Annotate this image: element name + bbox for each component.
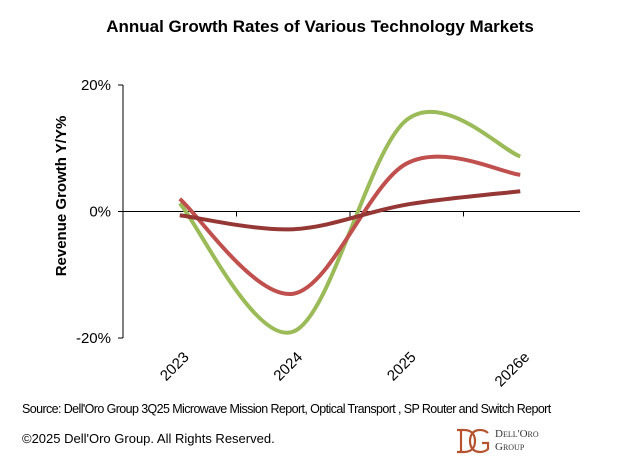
dell-oro-logo: Dell'Oro Group bbox=[455, 427, 565, 457]
y-tick-label: 20% bbox=[81, 77, 111, 94]
logo-monogram-icon bbox=[457, 428, 490, 454]
source-note: Source: Dell'Oro Group 3Q25 Microwave Mi… bbox=[22, 402, 551, 416]
x-tick-label: 2026e bbox=[492, 349, 534, 391]
y-axis-label: Revenue Growth Y/Y% bbox=[53, 116, 70, 277]
x-tick-label: 2023 bbox=[157, 349, 193, 385]
logo-line2: Group bbox=[495, 441, 525, 453]
y-tick-label: -20% bbox=[76, 330, 111, 347]
chart-title: Annual Growth Rates of Various Technolog… bbox=[106, 17, 534, 36]
series-line-3 bbox=[179, 189, 521, 232]
copyright-note: ©2025 Dell'Oro Group. All Rights Reserve… bbox=[22, 431, 275, 446]
x-tick-label: 2024 bbox=[270, 349, 306, 385]
series-line-1 bbox=[178, 110, 522, 335]
line-chart: 20% 0% -20% 2023 2024 2025 2026e Revenue Growt… bbox=[53, 77, 580, 391]
logo-line1: Dell'Oro bbox=[495, 428, 539, 440]
y-tick-label: 0% bbox=[89, 204, 111, 221]
x-tick-label: 2025 bbox=[384, 349, 420, 385]
series-line-2 bbox=[178, 154, 521, 296]
